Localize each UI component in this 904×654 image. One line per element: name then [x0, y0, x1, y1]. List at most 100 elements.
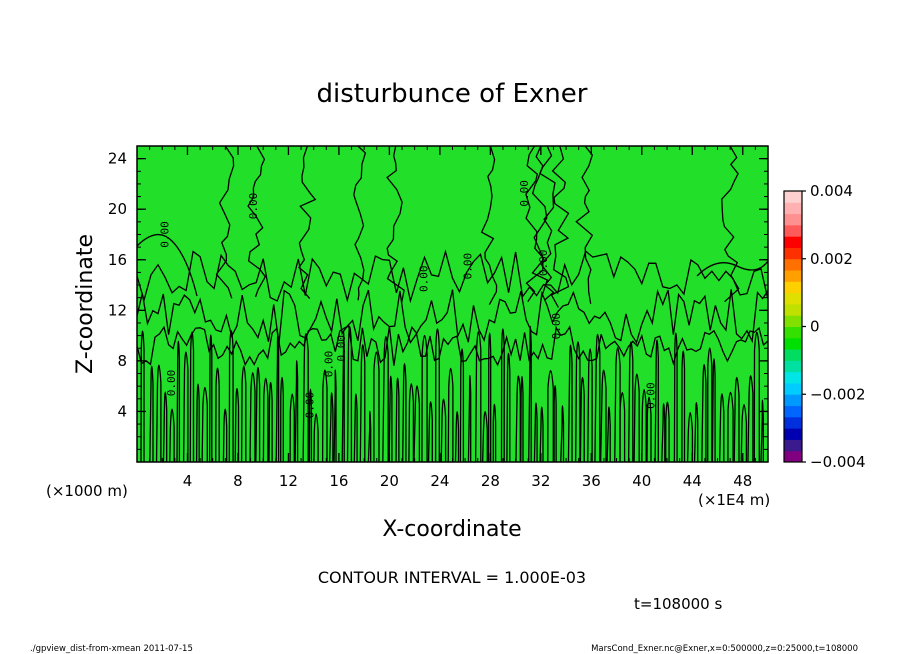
contour-line — [280, 376, 284, 462]
contour-line — [176, 340, 181, 462]
y-axis-ticks: 4 8 12 16 20 24 — [108, 150, 768, 450]
contour-line — [395, 377, 400, 462]
contour-line — [313, 413, 319, 462]
colorbar-label: 0 — [810, 318, 820, 336]
contour-line — [760, 399, 764, 462]
contour-line — [386, 146, 405, 304]
y-axis-unit: (×1000 m) — [46, 482, 128, 500]
colorbar-swatch — [784, 270, 802, 282]
y-axis-label: Z-coordinate — [73, 234, 98, 374]
x-tick-label: 32 — [531, 472, 550, 490]
contour-line — [574, 341, 581, 462]
contour-line — [308, 388, 313, 462]
contour-line — [137, 249, 768, 304]
contour-line — [353, 393, 358, 462]
footer-left: ./gpview_dist-from-xmean 2011-07-15 — [30, 644, 193, 654]
colorbar-swatch — [784, 258, 802, 271]
contour-label: 0.00 — [550, 313, 563, 340]
contour-line — [547, 370, 554, 462]
contour-line — [195, 383, 200, 462]
contour-line — [594, 333, 601, 462]
contour-line — [553, 385, 557, 462]
colorbar-swatch — [784, 360, 802, 373]
x-tick-label: 44 — [683, 472, 702, 490]
contour-line — [701, 364, 707, 462]
colorbar-label: 0.004 — [810, 182, 853, 200]
colorbar-swatch — [784, 382, 802, 395]
contour-label: 0.00 — [417, 265, 430, 292]
contour-line — [567, 344, 573, 462]
contour-line — [633, 373, 640, 462]
contour-label: 0.00 — [518, 180, 531, 207]
x-tick-label: 16 — [329, 472, 348, 490]
contour-line — [149, 365, 154, 462]
x-tick-label: 8 — [233, 472, 243, 490]
contour-line — [740, 403, 748, 462]
contour-line — [329, 392, 334, 462]
contour-line — [696, 260, 768, 277]
colorbar-swatch — [784, 450, 802, 463]
colorbar-swatch — [784, 213, 802, 226]
x-tick-label: 20 — [380, 472, 399, 490]
contour-line — [353, 146, 367, 301]
contour-line — [550, 146, 570, 308]
colorbar-swatch — [784, 349, 802, 361]
contour-line — [262, 377, 269, 462]
contour-line — [222, 408, 228, 462]
x-tick-label: 4 — [183, 472, 193, 490]
colorbar-swatch — [784, 405, 802, 418]
contour-line — [413, 385, 421, 462]
colorbar-label: 0.002 — [810, 250, 853, 268]
contour-line — [182, 351, 189, 462]
contour-line — [289, 393, 295, 462]
contour-line — [614, 346, 621, 462]
colorbar-swatch — [784, 337, 802, 350]
y-tick-label: 4 — [117, 402, 127, 420]
time-label: t=108000 s — [634, 595, 722, 613]
contour-line — [408, 383, 415, 462]
x-axis-label: X-coordinate — [382, 517, 521, 542]
contour-line — [528, 325, 532, 462]
colorbar-swatch — [784, 394, 802, 407]
contour-line — [434, 328, 440, 462]
contour-line — [321, 369, 328, 462]
contour-line — [520, 375, 524, 462]
colorbar-swatch — [784, 224, 802, 237]
colorbar-swatch — [784, 281, 802, 294]
contour-label: 0.00 — [644, 382, 657, 409]
contour-line — [661, 402, 666, 462]
contour-line — [294, 359, 299, 462]
contour-line — [560, 405, 565, 462]
y-tick-label: 20 — [108, 200, 127, 218]
contour-label: 0.00 — [304, 392, 317, 419]
contour-line — [440, 398, 447, 462]
contour-line — [733, 376, 740, 462]
contour-line — [654, 339, 659, 462]
contour-line — [619, 391, 626, 462]
contour-line — [137, 289, 768, 345]
contour-line — [525, 146, 544, 303]
contour-line — [747, 375, 754, 462]
colorbar-swatch — [784, 303, 802, 316]
colorbar-swatch — [784, 371, 802, 384]
x-tick-label: 28 — [481, 472, 500, 490]
contour-line — [268, 381, 273, 462]
contour-line — [298, 146, 317, 300]
contour-line — [575, 146, 594, 304]
contour-line — [646, 396, 652, 462]
x-axis-unit: (×1E4 m) — [698, 491, 770, 509]
footer-right: MarsCond_Exner.nc@Exner,x=0:500000,z=0:2… — [591, 644, 858, 654]
contour-line — [240, 365, 247, 462]
contour-line — [707, 347, 713, 462]
y-tick-label: 12 — [108, 301, 127, 319]
contour-line — [454, 411, 460, 462]
colorbar-swatch — [784, 439, 802, 452]
colorbar: 0.004 0.002 0 −0.002 −0.004 — [783, 182, 866, 471]
x-tick-label: 36 — [582, 472, 601, 490]
colorbar-swatch — [784, 428, 802, 440]
contour-line — [515, 375, 521, 462]
contour-line — [140, 330, 145, 462]
contour-line — [402, 363, 407, 462]
contour-line — [599, 369, 607, 462]
